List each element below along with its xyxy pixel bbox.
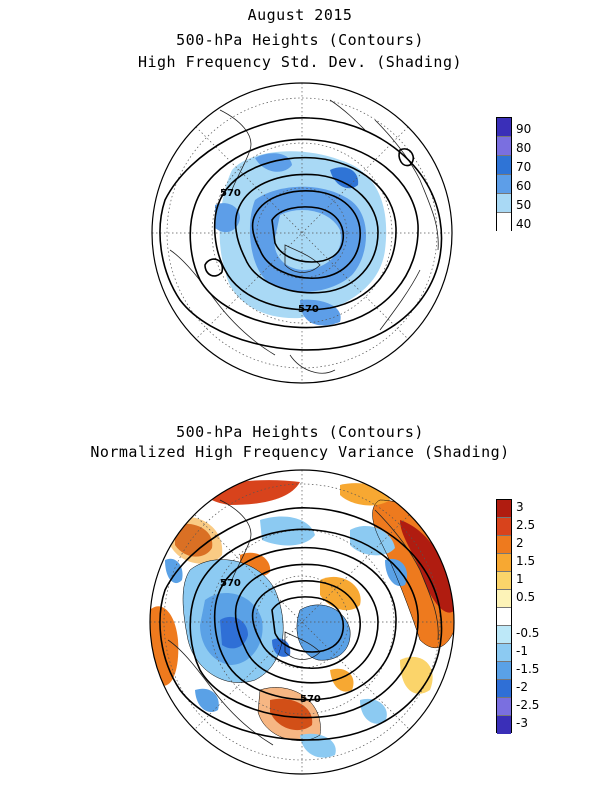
top-polar-map: 570 570 <box>151 82 453 384</box>
top-legend-swatch <box>497 213 511 232</box>
bottom-legend-swatch <box>497 608 511 626</box>
top-legend-label: 50 <box>516 197 532 212</box>
top-title-contours: 500-hPa Heights (Contours) <box>176 31 424 49</box>
bottom-legend-label: 2 <box>516 536 524 550</box>
bottom-legend: 3 2.5 2 1.5 1 0.5 -0.5 -1 -1.5 -2 -2.5 -3 <box>496 499 539 734</box>
top-map-border <box>151 82 453 384</box>
bottom-legend-swatch <box>497 500 511 518</box>
bottom-graticule <box>150 470 454 774</box>
bottom-legend-label: -1.5 <box>516 662 540 676</box>
bottom-legend-label: -0.5 <box>516 626 540 640</box>
bottom-legend-swatch <box>497 554 511 572</box>
bottom-legend-label: 3 <box>516 500 524 514</box>
bottom-legend-label: 1 <box>516 572 524 586</box>
top-legend-swatch <box>497 156 511 175</box>
bottom-contour-label-2: 570 <box>300 694 321 705</box>
top-legend-label: 40 <box>516 216 532 231</box>
top-title-shading: High Frequency Std. Dev. (Shading) <box>137 53 463 71</box>
top-title-date: August 2015 <box>247 6 353 24</box>
bottom-title-contours: 500-hPa Heights (Contours) <box>176 423 424 441</box>
top-legend-label: 80 <box>516 140 532 155</box>
bottom-shading-outlines <box>182 499 454 741</box>
bottom-legend-label: -2 <box>516 680 528 694</box>
bottom-legend-swatch <box>497 590 511 608</box>
bottom-legend-label: 0.5 <box>516 590 536 604</box>
bottom-legend-label: 2.5 <box>516 518 536 532</box>
top-contour-label-1: 570 <box>220 188 241 199</box>
bottom-legend-swatch <box>497 626 511 644</box>
bottom-map-border <box>149 469 455 775</box>
bottom-legend-swatch <box>497 698 511 716</box>
bottom-legend-swatch <box>497 662 511 680</box>
bottom-legend-label: -2.5 <box>516 698 540 712</box>
bottom-legend-swatch <box>497 536 511 554</box>
top-legend-label: 60 <box>516 178 532 193</box>
top-legend-swatch <box>497 175 511 194</box>
top-legend-swatch <box>497 118 511 137</box>
bottom-legend-swatch <box>497 518 511 536</box>
bottom-legend-label: -1 <box>516 644 528 658</box>
bottom-contours <box>159 507 443 741</box>
top-legend-label: 70 <box>516 159 532 174</box>
top-legend-label: 90 <box>516 121 532 136</box>
bottom-legend-swatch <box>497 644 511 662</box>
top-contours <box>159 117 443 351</box>
bottom-legend-swatch <box>497 572 511 590</box>
bottom-legend-label: 1.5 <box>516 554 536 568</box>
bottom-contour-label-1: 570 <box>220 578 241 589</box>
top-graticule <box>152 83 452 383</box>
bottom-title-shading: Normalized High Frequency Variance (Shad… <box>90 443 510 461</box>
bottom-legend-swatch <box>497 680 511 698</box>
bottom-legend-swatch <box>497 716 511 734</box>
top-legend: 90 80 70 60 50 40 <box>496 117 531 232</box>
top-legend-swatch <box>497 194 511 213</box>
top-legend-swatch <box>497 137 511 156</box>
bottom-legend-label: -3 <box>516 716 528 730</box>
top-contour-label-2: 570 <box>298 304 319 315</box>
bottom-polar-map: 570 570 <box>149 469 455 775</box>
